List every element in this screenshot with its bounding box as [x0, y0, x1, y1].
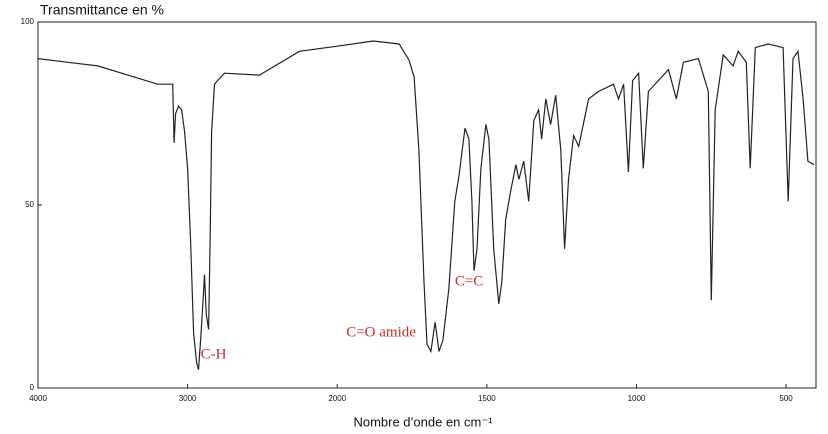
chart-title: Transmittance en %: [40, 2, 164, 18]
spectrum-line: [37, 40, 815, 370]
x-tick-label: 500: [779, 394, 793, 403]
annotation: C=C: [455, 273, 483, 289]
annotation: C=O amide: [346, 325, 416, 341]
x-tick-label: 1500: [478, 394, 496, 403]
x-tick-label: 1000: [628, 394, 646, 403]
x-tick-label: 3000: [179, 394, 197, 403]
x-axis-label: Nombre d’onde en cm⁻¹: [353, 414, 493, 429]
annotation: C-H: [201, 346, 227, 362]
y-tick-label: 50: [25, 200, 34, 209]
x-tick-label: 2000: [328, 394, 346, 403]
x-tick-label: 4000: [29, 394, 47, 403]
y-tick-label: 0: [30, 383, 35, 392]
y-tick-label: 100: [21, 17, 35, 26]
